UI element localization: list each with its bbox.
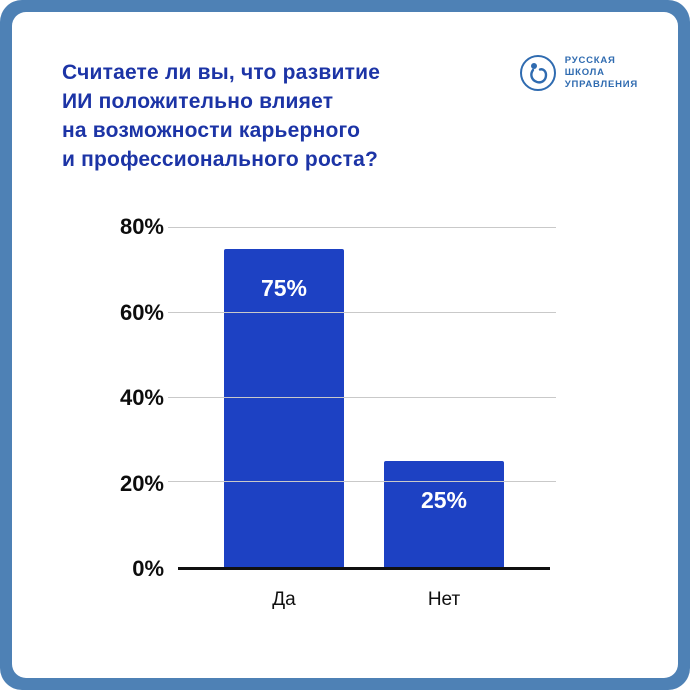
title-line: ИИ положительно влияет <box>62 90 334 113</box>
bar-Да: 75% <box>224 249 344 567</box>
plot-area: 75% 25% <box>168 227 556 570</box>
chart-title: Считаете ли вы, что развитие ИИ положите… <box>62 58 380 174</box>
logo-text-line: УПРАВЛЕНИЯ <box>564 79 638 90</box>
x-axis-labels: Да Нет <box>178 589 550 611</box>
gridline <box>168 396 556 398</box>
gridline <box>168 481 556 483</box>
poster-card: Считаете ли вы, что развитие ИИ положите… <box>12 12 678 678</box>
logo-text-line: ШКОЛА <box>564 67 605 78</box>
title-line: Считаете ли вы, что развитие <box>62 61 381 84</box>
bars: 75% 25% <box>178 228 550 567</box>
bar-Нет: 25% <box>384 461 504 567</box>
y-tick-label: 20% <box>119 470 164 496</box>
logo-text-line: РУССКАЯ <box>564 55 616 66</box>
y-tick-label: 60% <box>119 299 164 325</box>
rsu-logo: РУССКАЯ ШКОЛА УПРАВЛЕНИЯ <box>519 54 638 92</box>
bar-value-label: 75% <box>260 275 308 302</box>
bar-value-label: 25% <box>420 487 468 514</box>
x-tick-label: Нет <box>427 589 461 610</box>
y-tick-label: 0% <box>132 556 164 581</box>
y-tick-label: 40% <box>119 385 164 410</box>
x-tick-label: Да <box>272 589 296 610</box>
gridline <box>168 227 556 228</box>
rsu-logo-icon <box>519 55 556 91</box>
title-line: на возможности карьерного <box>62 119 361 142</box>
gridline <box>168 311 556 313</box>
bar-chart: 0% 20% 40% 60% 80% 75% 25% <box>92 214 556 581</box>
y-axis: 0% 20% 40% 60% 80% <box>92 214 178 581</box>
y-tick-label: 80% <box>119 214 164 239</box>
title-line: и профессионального роста? <box>62 148 378 171</box>
rsu-logo-text: РУССКАЯ ШКОЛА УПРАВЛЕНИЯ <box>565 55 638 91</box>
